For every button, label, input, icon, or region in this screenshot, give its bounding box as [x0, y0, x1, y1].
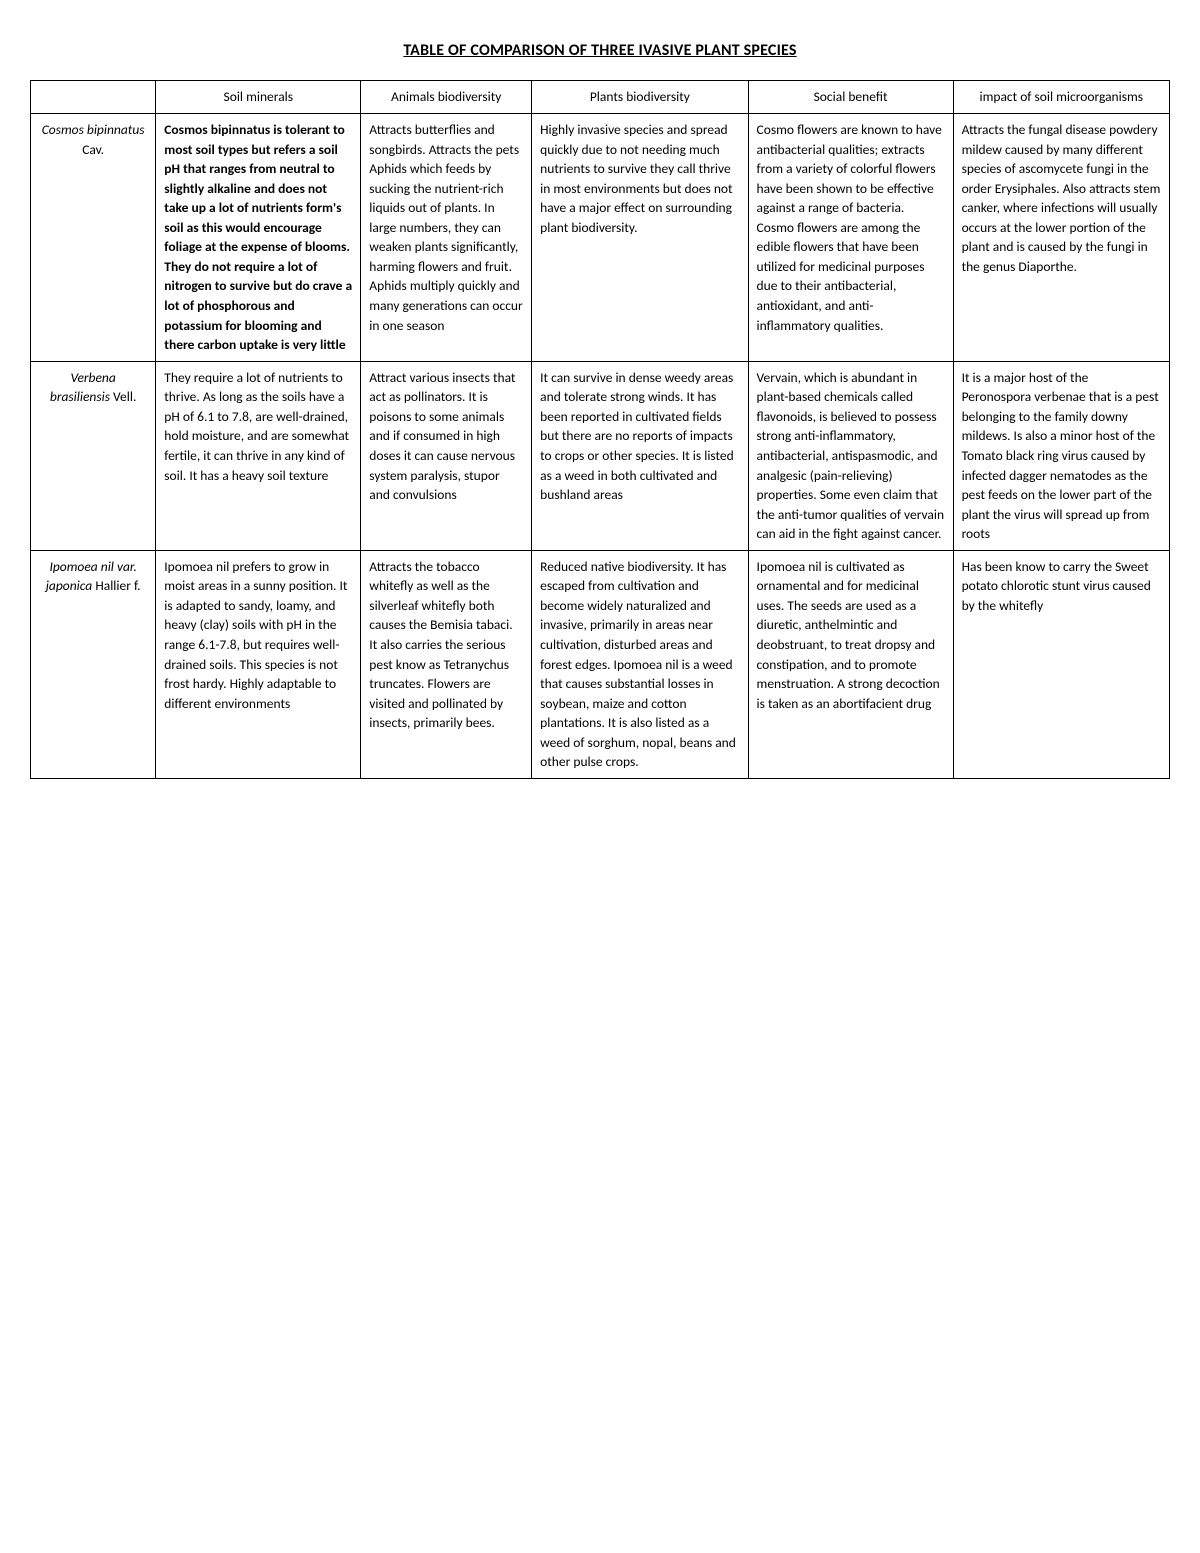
micro-cell: Attracts the fungal disease powdery mild… — [953, 113, 1169, 361]
plants-cell: Highly invasive species and spread quick… — [532, 113, 748, 361]
social-cell: Cosmo flowers are known to have antibact… — [748, 113, 953, 361]
species-cell: Cosmos bipinnatus Cav. — [31, 113, 156, 361]
table-row: Verbena brasiliensis Vell. They require … — [31, 361, 1170, 550]
animals-cell: Attracts the tobacco whitefly as well as… — [361, 550, 532, 778]
species-cell: Verbena brasiliensis Vell. — [31, 361, 156, 550]
table-header-row: Soil minerals Animals biodiversity Plant… — [31, 81, 1170, 114]
social-cell: Ipomoea nil is cultivated as ornamental … — [748, 550, 953, 778]
col-header-micro: impact of soil microorganisms — [953, 81, 1169, 114]
species-authority: Cav. — [82, 141, 104, 158]
plants-cell: It can survive in dense weedy areas and … — [532, 361, 748, 550]
animals-cell: Attracts butterflies and songbirds. Attr… — [361, 113, 532, 361]
col-header-soil: Soil minerals — [156, 81, 361, 114]
plants-cell: Reduced native biodiversity. It has esca… — [532, 550, 748, 778]
species-name: Cosmos bipinnatus — [42, 121, 145, 138]
col-header-animals: Animals biodiversity — [361, 81, 532, 114]
species-authority: Hallier f. — [95, 577, 140, 594]
soil-cell: Ipomoea nil prefers to grow in moist are… — [156, 550, 361, 778]
micro-cell: It is a major host of the Peronospora ve… — [953, 361, 1169, 550]
species-name: Verbena brasiliensis — [50, 369, 116, 406]
col-header-social: Social benefit — [748, 81, 953, 114]
micro-cell: Has been know to carry the Sweet potato … — [953, 550, 1169, 778]
table-row: Ipomoea nil var. japonica Hallier f. Ipo… — [31, 550, 1170, 778]
page-title: TABLE OF COMPARISON OF THREE IVASIVE PLA… — [30, 40, 1170, 62]
species-authority: Vell. — [113, 388, 136, 405]
col-header-empty — [31, 81, 156, 114]
social-cell: Vervain, which is abundant in plant-base… — [748, 361, 953, 550]
soil-cell: Cosmos bipinnatus is tolerant to most so… — [156, 113, 361, 361]
col-header-plants: Plants biodiversity — [532, 81, 748, 114]
soil-text: Cosmos bipinnatus is tolerant to most so… — [164, 121, 352, 353]
animals-cell: Attract various insects that act as poll… — [361, 361, 532, 550]
soil-cell: They require a lot of nutrients to thriv… — [156, 361, 361, 550]
table-row: Cosmos bipinnatus Cav. Cosmos bipinnatus… — [31, 113, 1170, 361]
comparison-table: Soil minerals Animals biodiversity Plant… — [30, 80, 1170, 779]
species-cell: Ipomoea nil var. japonica Hallier f. — [31, 550, 156, 778]
